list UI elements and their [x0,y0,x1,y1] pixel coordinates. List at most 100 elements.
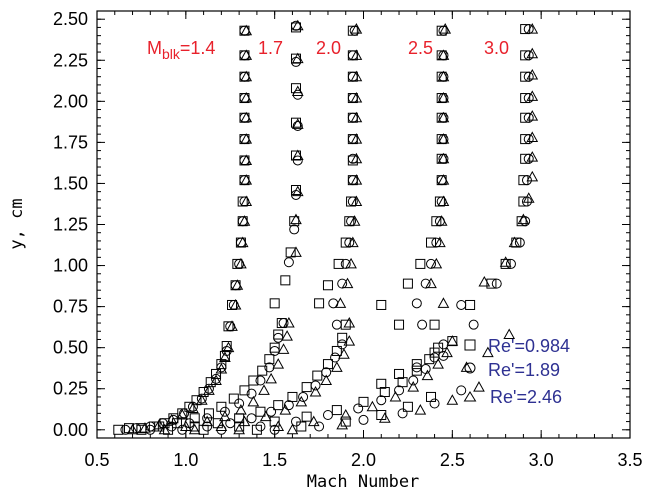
circle-marker [255,421,266,432]
y-tick-label: 0.50 [53,338,88,358]
circle-marker [438,350,449,361]
triangle-marker [446,394,459,405]
curve-label-2.5: 2.5 [408,38,433,58]
curve-label-1.7: 1.7 [258,38,283,58]
triangle-marker [233,423,245,435]
triangle-marker [291,149,304,161]
triangle-marker [215,420,228,432]
square-marker [285,247,296,258]
triangle-marker [439,23,452,34]
circle-marker [211,373,222,384]
circle-marker [283,257,294,268]
triangle-marker [526,90,539,101]
square-marker [198,387,209,398]
square-marker [397,377,408,388]
square-marker [486,278,497,289]
square-marker [113,424,124,435]
y-tick-label: 0.00 [53,420,88,440]
square-marker [189,413,200,424]
legend-triangle-marker [463,391,477,402]
triangle-marker [350,92,363,103]
curve-label-subscript: blk [162,46,181,62]
triangle-marker [291,118,304,129]
triangle-marker [281,330,293,341]
triangle-marker [350,23,363,34]
triangle-marker [478,275,491,287]
triangle-marker [291,52,304,64]
circle-marker [269,345,280,356]
triangle-marker [350,49,363,60]
square-marker [415,258,426,269]
legend-circle-marker [464,362,476,374]
triangle-marker [240,49,253,60]
triangle-marker [350,174,363,185]
circle-marker [523,50,534,61]
circle-marker [264,362,275,373]
square-marker [251,424,262,435]
square-marker [203,408,214,419]
circle-marker [202,413,213,424]
triangle-marker [291,19,304,31]
curve-label-3.0: 3.0 [484,38,509,58]
triangle-marker [526,151,539,162]
square-marker [465,299,476,310]
triangle-marker [240,154,253,165]
triangle-marker [290,213,302,225]
square-marker [248,375,259,386]
x-tick-label: 0.5 [84,450,109,470]
circle-marker [145,421,156,432]
triangle-marker [407,381,420,392]
triangle-marker [226,320,238,331]
circle-marker [520,216,531,227]
circle-marker [344,237,355,248]
triangle-marker [350,152,363,164]
triangle-marker [240,111,253,123]
triangle-marker [238,215,251,226]
circle-marker [417,319,428,330]
circle-marker [340,258,351,269]
square-marker [402,278,413,289]
circle-marker [177,424,188,435]
circle-marker [269,424,280,435]
circle-marker [246,413,257,424]
triangle-marker [231,279,244,290]
triangle-marker [240,133,253,144]
triangle-marker [188,423,201,435]
square-marker [331,345,342,356]
circle-marker [337,339,348,350]
triangle-marker [286,423,299,435]
square-marker [239,385,250,396]
circle-marker [298,391,309,402]
x-tick-label: 3.5 [617,450,642,470]
square-marker [516,216,527,227]
triangle-marker [179,420,192,432]
circle-marker [225,418,236,429]
square-marker [287,391,298,402]
x-tick-label: 2.0 [351,450,376,470]
circle-marker [411,298,422,309]
square-marker [358,396,369,407]
circle-marker [321,367,332,378]
y-tick-label: 2.00 [53,91,88,111]
triangle-marker [517,213,530,225]
triangle-marker [236,236,249,248]
x-tick-label: 1.5 [262,450,287,470]
triangle-marker [499,256,512,267]
circle-marker [322,410,333,421]
square-marker [289,216,300,227]
circle-marker [456,299,467,310]
triangle-marker [350,133,363,144]
circle-marker [514,237,525,248]
triangle-marker [421,369,434,381]
triangle-marker [210,374,222,386]
triangle-marker [258,384,270,395]
triangle-marker [503,328,516,340]
data-markers [113,19,539,435]
triangle-marker [307,415,320,427]
circle-marker [394,385,405,396]
square-marker [402,401,413,412]
square-marker [333,258,344,269]
circle-marker [347,50,358,61]
triangle-marker [240,24,253,36]
square-marker [376,299,387,310]
